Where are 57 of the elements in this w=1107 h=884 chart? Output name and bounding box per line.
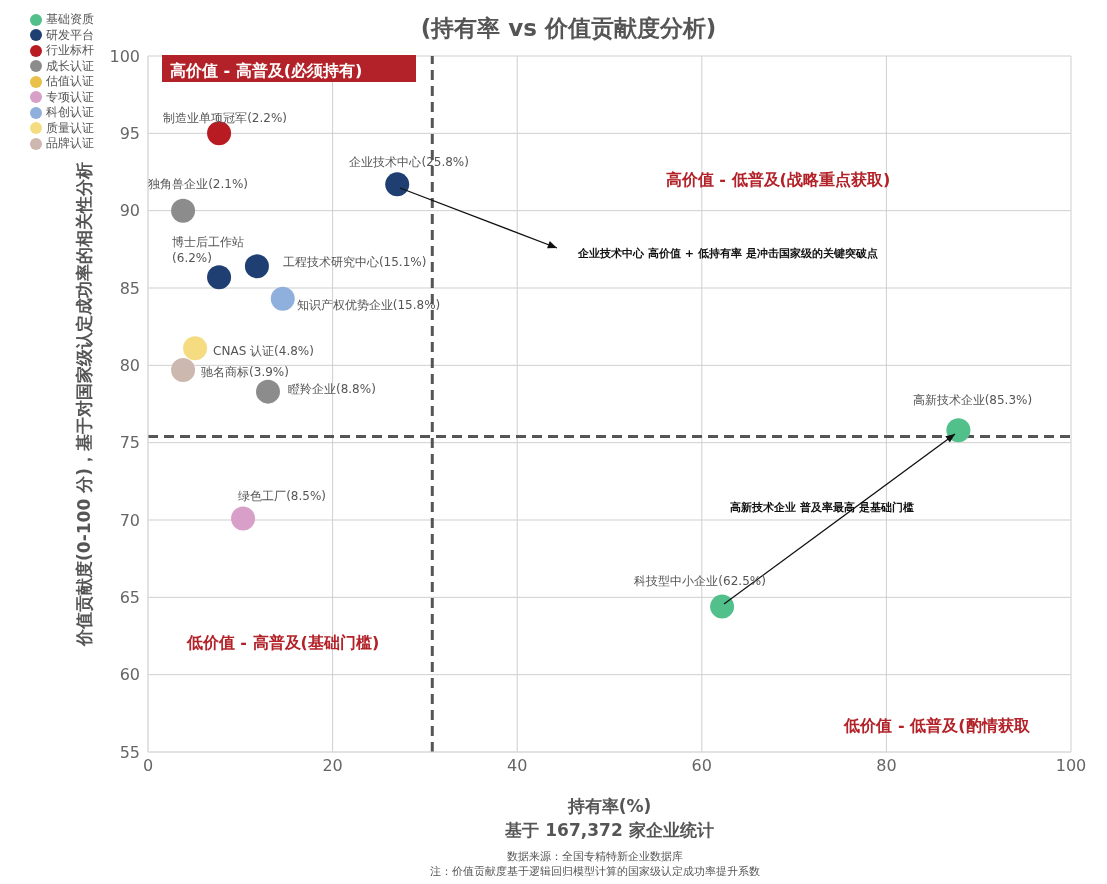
legend-label: 专项认证 xyxy=(46,89,94,105)
legend-label: 研发平台 xyxy=(46,27,94,43)
point xyxy=(946,418,971,443)
annotation: 高新技术企业 普及率最高 是基础门槛 xyxy=(730,501,914,514)
y-tick-label: 75 xyxy=(119,433,140,453)
legend-label: 行业标杆 xyxy=(46,43,94,59)
legend-label: 科创认证 xyxy=(46,105,94,121)
y-tick-label: 65 xyxy=(119,588,140,608)
point xyxy=(270,286,295,311)
legend-label: 品牌认证 xyxy=(46,136,94,152)
annotation: 制造业单项冠军(2.2%) xyxy=(163,110,287,125)
annotation: 企业技术中心 高价值 + 低持有率 是冲击国家级的关键突破点 xyxy=(577,247,878,260)
annotation: 低价值 - 高普及(基础门槛) xyxy=(185,632,380,652)
annotation: 博士后工作站 (6.2%) xyxy=(172,234,245,265)
point xyxy=(244,254,269,279)
annotation: 高新技术企业(85.3%) xyxy=(912,392,1033,407)
y-axis-title: 价值贡献度(0-100 分)，基于对国家级认定成功率的相关性分析 xyxy=(74,162,94,647)
x-tick-label: 0 xyxy=(142,756,154,776)
x-tick-label: 100 xyxy=(1055,756,1087,776)
point xyxy=(207,265,232,290)
point xyxy=(171,198,196,223)
point xyxy=(231,506,256,531)
x-tick-label: 60 xyxy=(691,756,712,776)
annotation: 企业技术中心(25.8%) xyxy=(349,154,469,169)
annotation: 高价值 - 高普及(必须持有) xyxy=(170,60,363,80)
x-tick-label: 80 xyxy=(876,756,897,776)
legend-label: 基础资质 xyxy=(46,12,94,28)
point xyxy=(710,594,735,619)
annotation: 工程技术研究中心(15.1%) xyxy=(282,254,427,269)
legend-label: 估值认证 xyxy=(46,74,94,90)
y-tick-label: 100 xyxy=(109,46,140,66)
y-tick-label: 90 xyxy=(119,201,140,221)
annotation: 独角兽企业(2.1%) xyxy=(148,176,248,191)
source-note: 数据来源：全国专精特新企业数据库 xyxy=(506,850,683,863)
y-tick-label: 85 xyxy=(119,278,140,298)
y-tick-label: 60 xyxy=(119,665,140,685)
point xyxy=(183,336,208,361)
x-tick-label: 20 xyxy=(322,756,343,776)
annotation: 高价值 - 低普及(战略重点获取) xyxy=(665,169,891,189)
chart-title: (持有率 vs 价值贡献度分析) xyxy=(420,15,717,41)
y-tick-label: 95 xyxy=(119,124,140,144)
x-axis-title: 持有率(%) 基于 167,372 家企业统计 xyxy=(504,796,714,840)
annotation: 知识产权优势企业(15.8%) xyxy=(296,297,441,312)
annotation: 瞪羚企业(8.8%) xyxy=(287,381,376,396)
point xyxy=(385,172,410,197)
annotation: 绿色工厂(8.5%) xyxy=(238,488,326,503)
point xyxy=(171,357,196,382)
y-tick-label: 55 xyxy=(119,742,140,762)
point xyxy=(255,379,280,404)
legend-label: 质量认证 xyxy=(46,120,94,136)
annotation: 低价值 - 低普及(酌情获取 xyxy=(843,715,1031,735)
x-tick-label: 40 xyxy=(507,756,528,776)
y-tick-label: 70 xyxy=(119,510,140,530)
annotation: CNAS 认证(4.8%) xyxy=(213,343,314,358)
legend-label: 成长认证 xyxy=(46,58,94,74)
y-tick-label: 80 xyxy=(119,356,140,376)
annotation: 驰名商标(3.9%) xyxy=(201,364,289,379)
